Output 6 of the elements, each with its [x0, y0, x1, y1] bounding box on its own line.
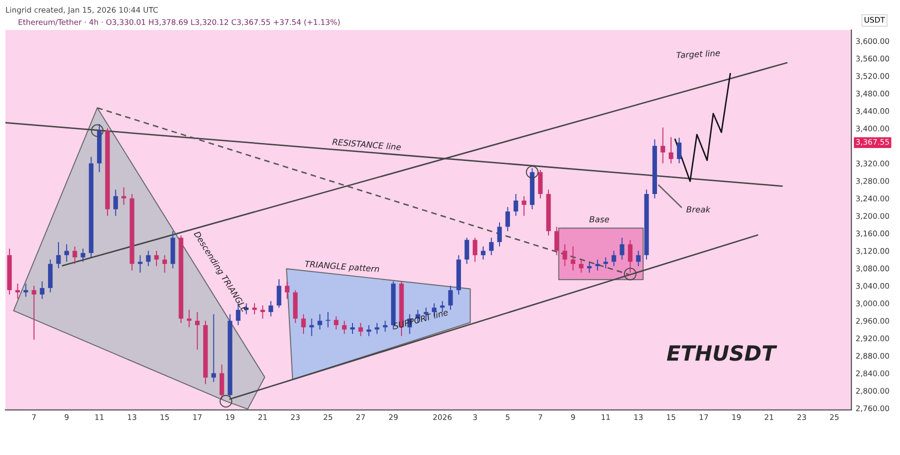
annotation: Break	[686, 206, 711, 213]
annotation: ETHUSDT	[666, 345, 778, 361]
annotation: Target line	[676, 50, 720, 60]
annotation: TRIANGLE pattern	[304, 260, 380, 274]
annotation: Base	[589, 216, 610, 222]
annotation: RESISTANCE line	[332, 138, 402, 150]
